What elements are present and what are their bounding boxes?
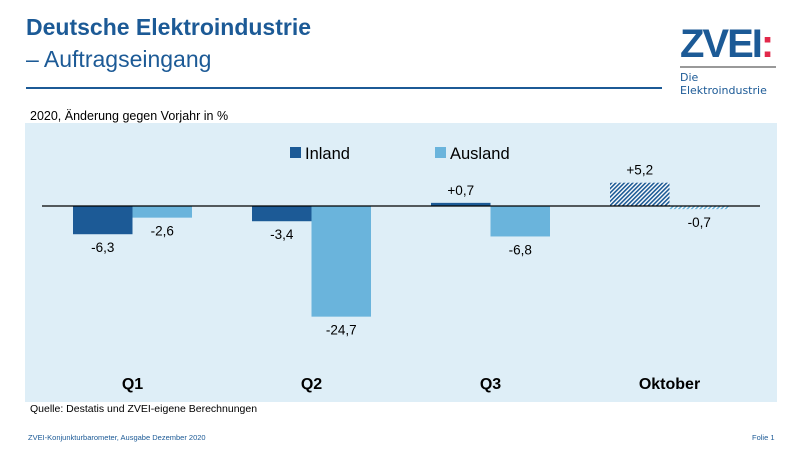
source-note: Quelle: Destatis und ZVEI-eigene Berechn… bbox=[30, 403, 258, 415]
plot-background bbox=[25, 123, 777, 402]
title-line-1: Deutsche Elektroindustrie bbox=[26, 14, 312, 40]
data-label: -3,4 bbox=[270, 227, 294, 242]
footer-left: ZVEI-Konjunkturbarometer, Ausgabe Dezemb… bbox=[28, 433, 206, 442]
bar-ausland-q3 bbox=[490, 206, 550, 237]
footer-page: Folie 1 bbox=[752, 433, 775, 442]
chart-subtitle: 2020, Änderung gegen Vorjahr in % bbox=[30, 109, 229, 123]
legend-swatch-ausland bbox=[435, 147, 446, 158]
data-label: -0,7 bbox=[688, 215, 711, 230]
bar-inland-q1 bbox=[73, 206, 133, 235]
bar-ausland-q1 bbox=[132, 206, 192, 218]
logo-text: ZVEI bbox=[680, 22, 763, 66]
logo-colon: : bbox=[760, 22, 774, 66]
bar-ausland-q2 bbox=[311, 206, 371, 317]
data-label: -24,7 bbox=[326, 323, 357, 338]
zvei-logo: ZVEI: Die Elektroindustrie bbox=[680, 24, 776, 97]
category-label: Q1 bbox=[122, 376, 143, 393]
data-label: -2,6 bbox=[151, 224, 174, 239]
category-label: Q2 bbox=[301, 376, 322, 393]
data-label: +5,2 bbox=[626, 163, 653, 178]
legend-swatch-inland bbox=[290, 147, 301, 158]
title-line-2: – Auftragseingang bbox=[26, 46, 212, 72]
logo-tagline: Die Elektroindustrie bbox=[680, 71, 767, 97]
bar-inland-q2 bbox=[252, 206, 312, 222]
bar-inland-oktober bbox=[610, 182, 670, 206]
category-label: Oktober bbox=[639, 376, 700, 393]
title-rule bbox=[26, 87, 662, 89]
data-label: -6,3 bbox=[91, 240, 114, 255]
bar-inland-q3 bbox=[431, 202, 491, 206]
legend-label-inland: Inland bbox=[305, 145, 350, 163]
legend-label-ausland: Ausland bbox=[450, 145, 510, 163]
data-label: +0,7 bbox=[447, 183, 474, 198]
bar-ausland-oktober bbox=[669, 206, 729, 210]
category-label: Q3 bbox=[480, 376, 501, 393]
data-label: -6,8 bbox=[509, 242, 532, 257]
